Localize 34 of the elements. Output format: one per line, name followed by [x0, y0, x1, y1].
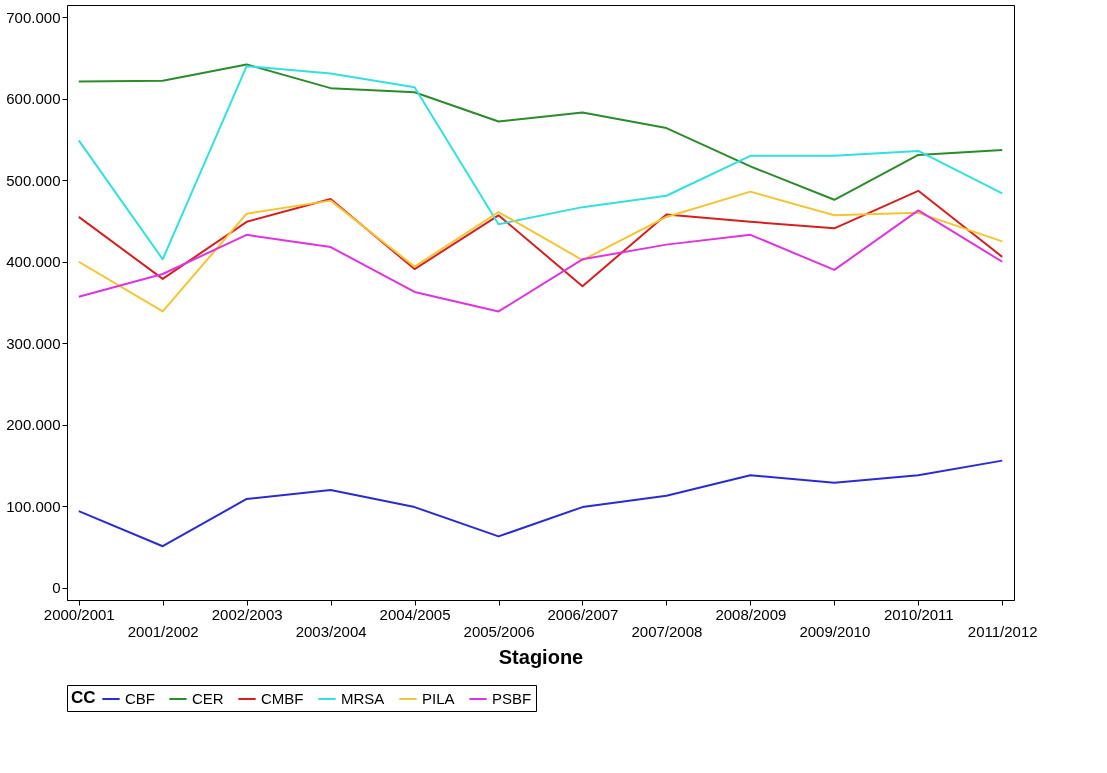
- legend-label: CMBF: [261, 690, 304, 707]
- x-tick-label: 2002/2003: [211, 605, 283, 623]
- legend-title: CC: [71, 688, 96, 707]
- x-tick-label: 2010/2011: [883, 605, 954, 623]
- x-tick-label: 2003/2004: [295, 622, 367, 640]
- line-series: [77, 189, 1004, 288]
- x-tick-label: 2008/2009: [715, 605, 787, 623]
- line-series: [77, 190, 1004, 313]
- y-tick-label: 600.000: [6, 90, 61, 108]
- x-tick-label: 2011/2012: [967, 622, 1038, 640]
- line-series: [77, 65, 1004, 261]
- x-tick-label: 2000/2001: [43, 605, 115, 623]
- line-series: [77, 209, 1004, 313]
- y-tick-label: 200.000: [6, 416, 61, 434]
- x-axis-title: Stagione: [498, 645, 584, 668]
- legend-label: PILA: [422, 690, 455, 707]
- y-tick-label: 0: [52, 579, 61, 597]
- x-tick-label: 2006/2007: [547, 605, 619, 623]
- y-tick-label: 300.000: [6, 334, 61, 352]
- legend-label: CER: [192, 690, 224, 707]
- y-tick-label: 400.000: [6, 253, 61, 271]
- line-series: [77, 459, 1004, 548]
- x-tick-label: 2007/2008: [631, 622, 703, 640]
- y-tick-label: 500.000: [6, 171, 61, 189]
- legend-label: PSBF: [492, 690, 532, 707]
- y-tick-label: 700.000: [6, 8, 61, 26]
- x-tick-label: 2009/2010: [799, 622, 871, 640]
- x-tick-label: 2004/2005: [379, 605, 451, 623]
- x-tick-label: 2001/2002: [127, 622, 199, 640]
- line-series: [77, 63, 1004, 201]
- legend-label: MRSA: [341, 690, 385, 707]
- legend-label: CBF: [125, 690, 155, 707]
- x-tick-label: 2005/2006: [463, 622, 535, 640]
- y-tick-label: 100.000: [6, 497, 61, 515]
